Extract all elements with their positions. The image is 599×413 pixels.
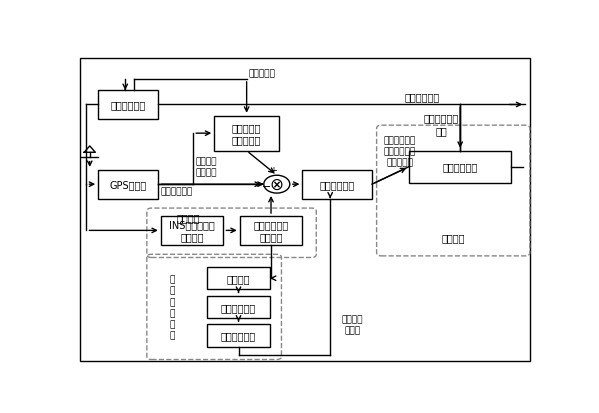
- Text: 测量信息筛选: 测量信息筛选: [319, 180, 355, 190]
- FancyBboxPatch shape: [98, 171, 158, 199]
- Text: 惯导辅助: 惯导辅助: [177, 213, 201, 223]
- Text: 组合导航输出: 组合导航输出: [404, 92, 440, 102]
- Text: ⊗: ⊗: [270, 176, 284, 194]
- FancyBboxPatch shape: [302, 171, 372, 199]
- FancyBboxPatch shape: [161, 216, 223, 245]
- FancyBboxPatch shape: [214, 116, 279, 151]
- Text: 已剔除故障的
观测信息及相
应的质量值: 已剔除故障的 观测信息及相 应的质量值: [383, 136, 416, 167]
- FancyBboxPatch shape: [207, 296, 270, 318]
- Text: 惯导等效伪
距、伪距率: 惯导等效伪 距、伪距率: [232, 123, 261, 145]
- Text: 故障检测: 故障检测: [227, 273, 250, 283]
- Text: 加入惯导辅助
观测信息: 加入惯导辅助 观测信息: [253, 220, 289, 242]
- Text: 系统重构: 系统重构: [441, 232, 465, 242]
- Text: GPS接收机: GPS接收机: [110, 180, 147, 190]
- Text: 惯性导航系统: 惯性导航系统: [111, 100, 146, 110]
- Text: 故障识别模块: 故障识别模块: [221, 302, 256, 312]
- Text: 原始卫星
位置信息: 原始卫星 位置信息: [196, 157, 217, 177]
- FancyBboxPatch shape: [98, 91, 158, 119]
- FancyBboxPatch shape: [207, 325, 270, 347]
- Text: 位置、速度: 位置、速度: [249, 69, 276, 78]
- Text: INS位置、速度
星历文件: INS位置、速度 星历文件: [169, 220, 215, 242]
- Text: 卫
星
信
息
评
价: 卫 星 信 息 评 价: [170, 275, 175, 339]
- Circle shape: [264, 176, 290, 194]
- FancyBboxPatch shape: [409, 151, 511, 183]
- Text: 各观测量
质量值: 各观测量 质量值: [342, 315, 364, 335]
- FancyBboxPatch shape: [240, 216, 302, 245]
- Text: 姿态、位置、
速度: 姿态、位置、 速度: [424, 113, 459, 135]
- Text: +: +: [269, 166, 277, 176]
- Text: 卡尔曼滤波器: 卡尔曼滤波器: [443, 162, 478, 172]
- Text: 伪距、伪距率: 伪距、伪距率: [161, 187, 193, 196]
- Text: −: −: [262, 181, 271, 191]
- Text: 观测信息评价: 观测信息评价: [221, 331, 256, 341]
- FancyBboxPatch shape: [207, 267, 270, 290]
